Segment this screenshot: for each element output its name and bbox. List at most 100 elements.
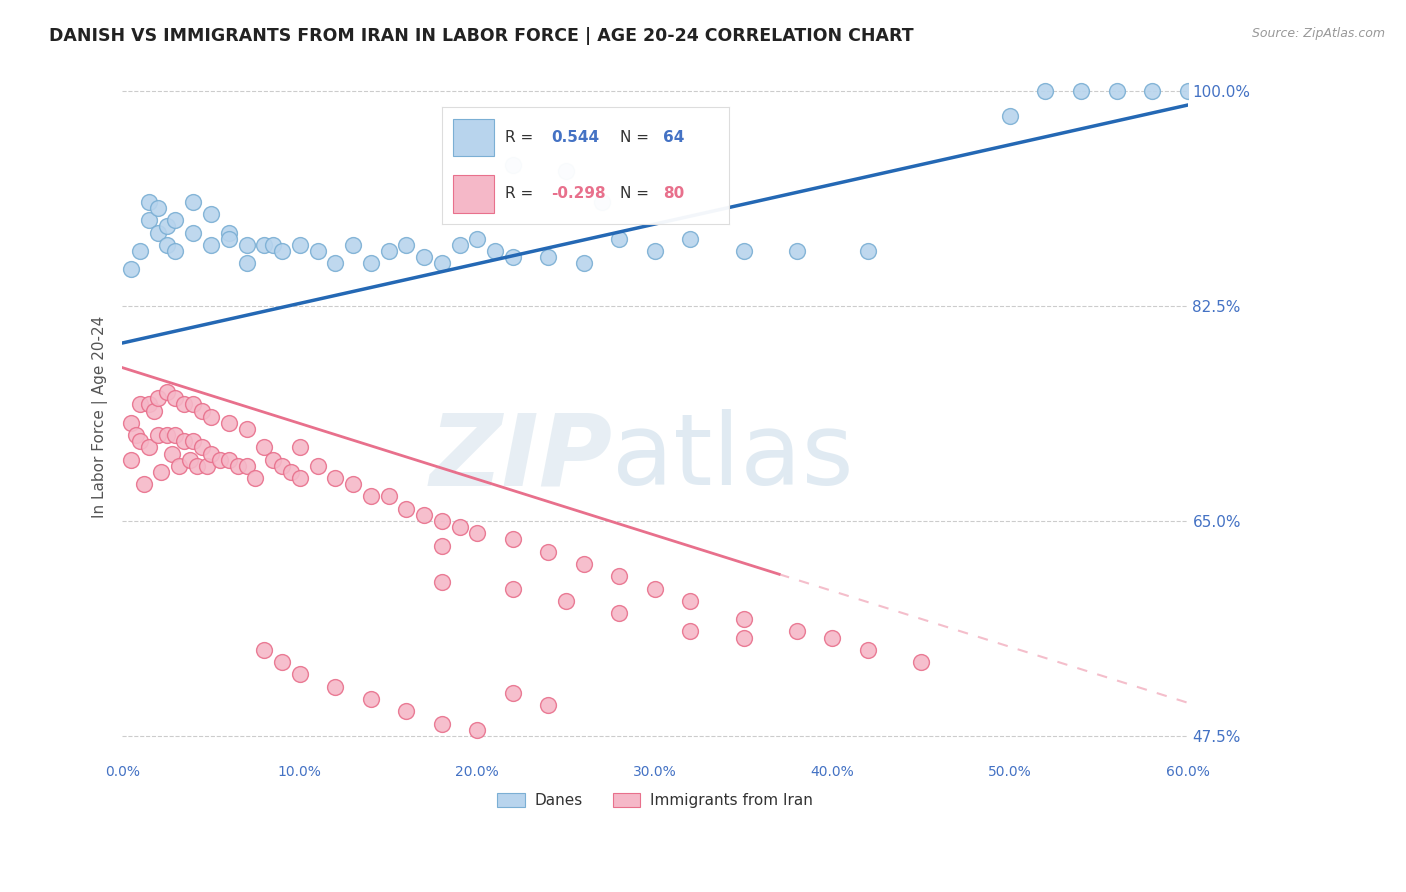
Point xyxy=(129,244,152,258)
Point xyxy=(155,385,177,400)
Point xyxy=(1105,84,1128,98)
Point xyxy=(323,471,346,485)
Point xyxy=(609,569,631,583)
Point xyxy=(1247,84,1270,98)
Point xyxy=(218,232,240,246)
Text: atlas: atlas xyxy=(612,409,853,507)
Point xyxy=(821,631,844,645)
Point xyxy=(1354,84,1376,98)
Point xyxy=(138,213,160,227)
Point xyxy=(200,207,222,221)
Point xyxy=(430,256,453,270)
Point xyxy=(430,539,453,553)
Point xyxy=(160,446,183,460)
Point xyxy=(1035,84,1057,98)
Point xyxy=(288,237,311,252)
Point xyxy=(146,226,169,240)
Point xyxy=(181,194,204,209)
Point xyxy=(786,624,808,639)
Point xyxy=(235,256,257,270)
Point xyxy=(733,612,755,626)
Point xyxy=(288,471,311,485)
Point xyxy=(502,250,524,264)
Point xyxy=(155,219,177,234)
Point xyxy=(173,434,195,449)
Point xyxy=(609,606,631,620)
Y-axis label: In Labor Force | Age 20-24: In Labor Force | Age 20-24 xyxy=(93,316,108,518)
Point xyxy=(484,244,506,258)
Point xyxy=(537,698,560,713)
Point xyxy=(644,244,666,258)
Point xyxy=(191,441,214,455)
Text: DANISH VS IMMIGRANTS FROM IRAN IN LABOR FORCE | AGE 20-24 CORRELATION CHART: DANISH VS IMMIGRANTS FROM IRAN IN LABOR … xyxy=(49,27,914,45)
Point xyxy=(155,237,177,252)
Point xyxy=(235,458,257,473)
Point xyxy=(609,232,631,246)
Point xyxy=(856,244,879,258)
Point xyxy=(280,465,302,479)
Point xyxy=(377,490,399,504)
Point xyxy=(150,465,173,479)
Point xyxy=(786,244,808,258)
Point xyxy=(165,428,187,442)
Point xyxy=(271,655,294,669)
Point xyxy=(413,508,436,522)
Point xyxy=(733,631,755,645)
Point xyxy=(120,452,142,467)
Point xyxy=(179,452,201,467)
Point xyxy=(1140,84,1163,98)
Point xyxy=(262,237,284,252)
Point xyxy=(572,256,595,270)
Point xyxy=(235,237,257,252)
Point xyxy=(288,667,311,681)
Point xyxy=(129,434,152,449)
Point xyxy=(181,226,204,240)
Point xyxy=(342,477,364,491)
Legend: Danes, Immigrants from Iran: Danes, Immigrants from Iran xyxy=(491,788,818,814)
Point xyxy=(644,582,666,596)
Point xyxy=(1301,84,1323,98)
Point xyxy=(502,686,524,700)
Point xyxy=(262,452,284,467)
Point xyxy=(502,533,524,547)
Point xyxy=(218,226,240,240)
Point xyxy=(200,409,222,424)
Point xyxy=(502,158,524,172)
Point xyxy=(143,403,166,417)
Point xyxy=(218,452,240,467)
Point xyxy=(555,594,578,608)
Point xyxy=(679,624,702,639)
Point xyxy=(146,428,169,442)
Text: ZIP: ZIP xyxy=(429,409,612,507)
Point xyxy=(555,164,578,178)
Point xyxy=(1177,84,1199,98)
Point xyxy=(191,403,214,417)
Point xyxy=(186,458,208,473)
Point xyxy=(138,397,160,411)
Point xyxy=(591,194,613,209)
Point xyxy=(181,434,204,449)
Point xyxy=(430,716,453,731)
Point xyxy=(537,545,560,559)
Point xyxy=(165,244,187,258)
Point xyxy=(1282,84,1305,98)
Point xyxy=(288,441,311,455)
Point xyxy=(200,237,222,252)
Point xyxy=(253,441,276,455)
Point xyxy=(197,458,219,473)
Point xyxy=(323,680,346,694)
Point xyxy=(430,575,453,590)
Point xyxy=(138,194,160,209)
Point xyxy=(1070,84,1092,98)
Point xyxy=(856,643,879,657)
Point xyxy=(465,232,488,246)
Point xyxy=(146,201,169,215)
Point xyxy=(465,526,488,541)
Point xyxy=(449,237,471,252)
Point xyxy=(307,458,329,473)
Point xyxy=(307,244,329,258)
Point xyxy=(377,244,399,258)
Point xyxy=(360,692,382,706)
Point xyxy=(226,458,249,473)
Point xyxy=(1265,84,1288,98)
